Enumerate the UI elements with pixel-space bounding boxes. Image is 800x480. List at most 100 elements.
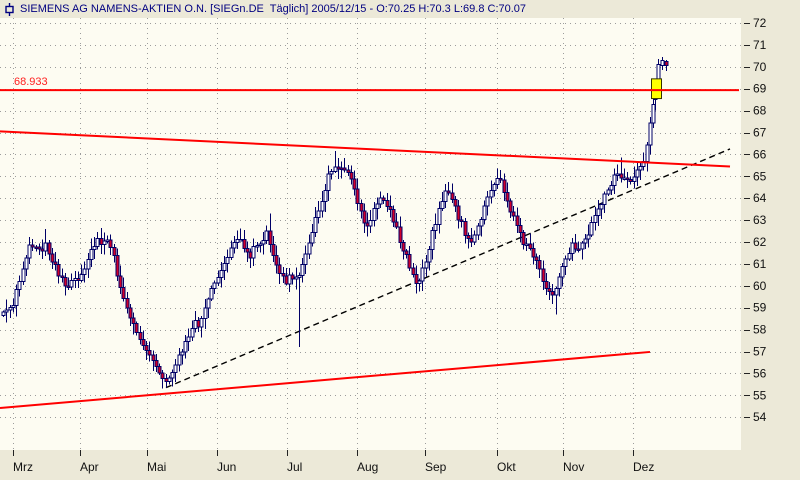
candle-body: [268, 230, 273, 245]
candle-body: [352, 178, 357, 190]
candle-body: [528, 243, 533, 250]
month-label: Nov: [563, 460, 584, 474]
candle-body: [219, 270, 224, 279]
candle-body: [206, 298, 211, 309]
candle-body: [186, 336, 191, 343]
candle-body: [368, 220, 373, 227]
candle-body: [79, 273, 84, 281]
candle-body: [108, 239, 113, 248]
candle-body: [190, 328, 195, 338]
candle-body: [261, 240, 266, 245]
candle-body: [17, 280, 22, 291]
candle-body: [1, 311, 6, 316]
candle-body: [427, 249, 432, 263]
candles-layer: [1, 56, 669, 389]
candle-body: [264, 230, 269, 242]
candle-body: [479, 218, 484, 227]
candle-body: [11, 305, 16, 308]
candle-body: [209, 287, 214, 300]
candle-body: [450, 192, 455, 200]
candle-body: [446, 190, 451, 194]
month-label: Jul: [287, 460, 302, 474]
candle-body: [466, 234, 471, 239]
candle-body: [508, 200, 513, 213]
candle-body: [167, 377, 172, 383]
trendline-descending-resistance[interactable]: [0, 130, 731, 168]
candle-body: [323, 190, 328, 203]
candle-body: [664, 60, 669, 66]
candle-body: [456, 205, 461, 221]
candle-body: [160, 372, 165, 380]
candle-body: [375, 203, 380, 210]
candle-body: [300, 264, 305, 277]
candle-body: [125, 298, 130, 309]
candle-body: [596, 208, 601, 216]
candle-body: [411, 267, 416, 276]
trendline-dashed[interactable]: [165, 148, 731, 389]
month-label: Mrz: [13, 460, 33, 474]
candle-body: [115, 254, 120, 277]
candle-body: [524, 243, 529, 246]
candle-body: [95, 238, 100, 248]
candle-body: [609, 184, 614, 191]
candle-body: [599, 203, 604, 210]
candle-body: [180, 351, 185, 356]
candle-body: [420, 267, 425, 282]
candle-body: [271, 243, 276, 256]
candle-body: [303, 253, 308, 266]
candle-body: [489, 190, 494, 198]
candle-body: [222, 263, 227, 272]
candle-body: [43, 242, 48, 252]
candle-body: [69, 280, 74, 288]
candle-body: [567, 253, 572, 260]
candle-body: [203, 307, 208, 320]
candle-body: [495, 177, 500, 186]
trendline-ascending-support[interactable]: [0, 350, 651, 409]
candle-body: [183, 341, 188, 353]
candle-body: [102, 240, 107, 245]
candle-body: [391, 209, 396, 223]
candle-body: [24, 257, 29, 270]
candle-body: [307, 242, 312, 255]
y-axis-tick-label: 65: [753, 169, 767, 183]
candle-body: [30, 244, 35, 248]
candle-body: [121, 287, 126, 300]
candle-body: [482, 205, 487, 220]
candle-body: [628, 178, 633, 183]
highlight-box[interactable]: [651, 78, 662, 100]
candle-body: [378, 197, 383, 205]
candle-body: [573, 242, 578, 250]
candle-body: [27, 244, 32, 259]
candle-body: [440, 200, 445, 209]
candle-body: [407, 254, 412, 269]
candle-body: [645, 144, 650, 163]
candle-body: [453, 198, 458, 207]
candle-body: [521, 232, 526, 245]
candle-body: [147, 350, 152, 356]
candle-body: [463, 221, 468, 236]
candle-body: [355, 188, 360, 204]
y-axis-tick-label: 71: [753, 38, 767, 52]
candle-body: [229, 247, 234, 259]
candle-body: [485, 196, 490, 207]
plot-background[interactable]: [0, 18, 741, 450]
candle-body: [118, 275, 123, 289]
month-label: Jun: [217, 460, 236, 474]
candle-body: [388, 205, 393, 211]
candle-body: [385, 199, 390, 207]
candle-body: [414, 274, 419, 284]
y-axis-tick-label: 57: [753, 345, 767, 359]
candle-body: [225, 257, 230, 265]
candle-body: [541, 268, 546, 282]
y-axis-tick-label: 70: [753, 60, 767, 74]
candle-body: [47, 242, 52, 255]
candle-body: [638, 166, 643, 171]
y-axis-tick-label: 64: [753, 191, 767, 205]
candle-body: [437, 207, 442, 225]
candle-body: [606, 189, 611, 195]
y-axis-tick-label: 58: [753, 323, 767, 337]
candle-body: [615, 173, 620, 177]
candle-body: [394, 221, 399, 228]
y-axis-tick-label: 66: [753, 147, 767, 161]
